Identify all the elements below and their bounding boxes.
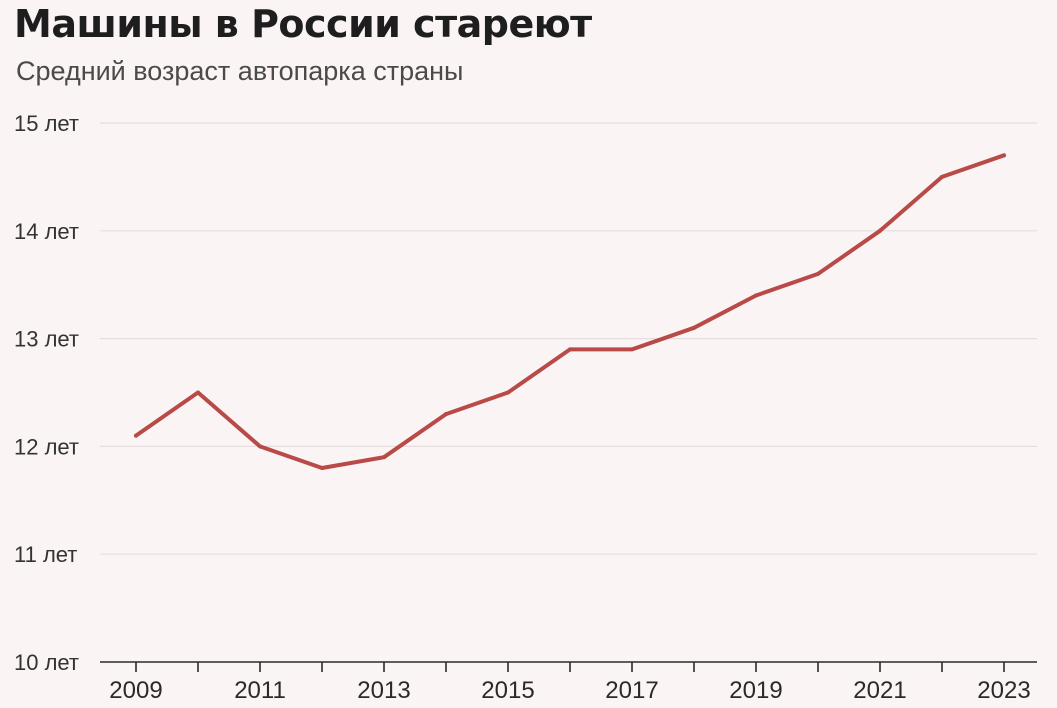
y-tick-label: 14 лет	[14, 219, 79, 244]
chart-subtitle: Средний возраст автопарка страны	[16, 56, 464, 86]
grid-lines	[100, 122, 1037, 555]
y-tick-label: 11 лет	[14, 542, 77, 567]
chart-title: Машины в России стареют	[14, 2, 592, 46]
x-axis: 2009 2011 2013 2015 2017 2019 2021 2023	[100, 661, 1037, 704]
data-point	[320, 465, 324, 470]
data-point	[630, 347, 634, 352]
y-tick-label: 15 лет	[14, 111, 79, 136]
data-point	[940, 174, 944, 179]
y-tick-label: 10 лет	[14, 650, 79, 675]
data-point	[258, 444, 262, 449]
y-tick-label: 13 лет	[14, 327, 79, 352]
data-point	[878, 228, 882, 233]
x-tick-label: 2009	[109, 677, 162, 704]
x-tick-label: 2017	[605, 677, 658, 704]
data-point	[1002, 153, 1006, 158]
x-tick-label: 2019	[729, 677, 782, 704]
data-point	[816, 271, 820, 276]
x-tick-label: 2011	[234, 677, 286, 704]
x-tick-label: 2021	[853, 677, 906, 704]
y-axis-labels: 10 лет 11 лет 12 лет 13 лет 14 лет 15 лет	[14, 111, 79, 675]
x-tick-label: 2023	[977, 677, 1030, 704]
x-tick-label: 2015	[481, 677, 534, 704]
series-layer	[134, 153, 1006, 470]
y-tick-label: 12 лет	[14, 434, 79, 459]
data-point	[196, 390, 200, 395]
series-line	[134, 153, 1006, 470]
data-point	[444, 412, 448, 417]
data-point	[568, 347, 572, 352]
data-point	[754, 293, 758, 298]
data-point	[134, 433, 138, 438]
data-point	[506, 390, 510, 395]
x-tick-label: 2013	[357, 677, 410, 704]
data-point	[382, 455, 386, 460]
data-point	[692, 325, 696, 330]
